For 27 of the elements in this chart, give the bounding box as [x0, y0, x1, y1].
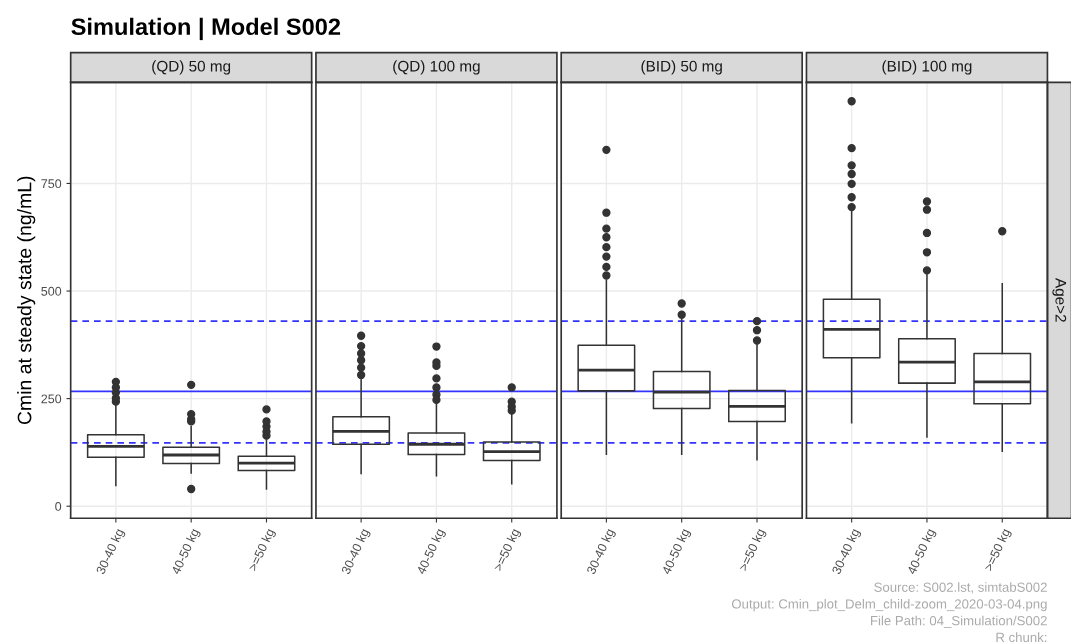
x-tick-label: 40-50 kg: [906, 528, 938, 577]
x-tick-label: >=50 kg: [247, 528, 277, 573]
x-tick-label: 40-50 kg: [170, 528, 202, 577]
y2-axis-title: Age>2: [1052, 278, 1067, 322]
chart-subtitle: (BID) 100 mg: [882, 60, 972, 75]
x-tick-label: >=50 kg: [738, 528, 768, 573]
chart-subtitle: (QD) 50 mg: [152, 60, 231, 75]
text: Output: Cmin_plot_Delm_child-zoom_2020-03-04.png: [731, 598, 1047, 612]
text: R chunk:: [996, 632, 1047, 643]
y-tick-label: 500: [41, 286, 62, 296]
text: File Path: 04_Simulation/S002: [871, 615, 1047, 628]
x-tick-label: 30-40 kg: [586, 528, 617, 576]
source-note: Source: S002.lst, simtabS002: [874, 582, 1047, 594]
y-tick-label: 250: [41, 394, 62, 404]
x-tick-label: 40-50 kg: [661, 528, 692, 577]
y-tick-label: 750: [41, 179, 62, 189]
chart-subtitle: (QD) 100 mg: [393, 60, 480, 75]
chart-title: Simulation | Model S002: [71, 17, 341, 41]
y-tick-label: 0: [55, 502, 62, 511]
x-tick-label: >=50 kg: [983, 528, 1013, 573]
x-tick-label: 40-50 kg: [416, 528, 447, 577]
y-axis-title: Cmin at steady state (ng/mL): [17, 176, 36, 425]
chart-subtitle: (BID) 50 mg: [641, 60, 722, 75]
x-tick-label: 30-40 kg: [95, 528, 127, 576]
x-tick-label: 30-40 kg: [340, 528, 372, 576]
x-tick-label: >=50 kg: [492, 528, 522, 573]
x-tick-label: 30-40 kg: [831, 528, 862, 576]
